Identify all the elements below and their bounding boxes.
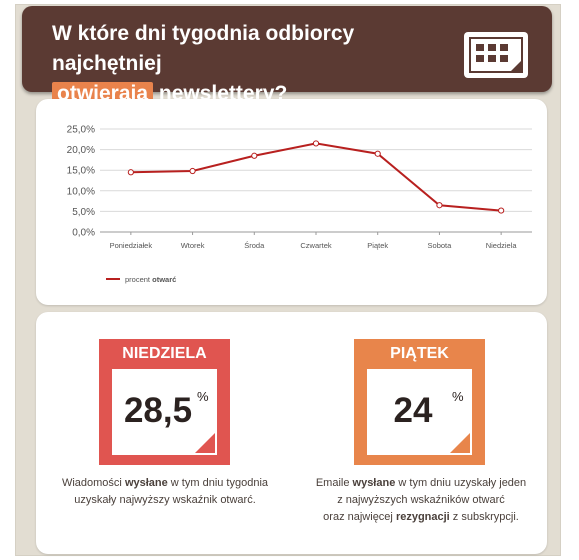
caption-line: uzyskały najwyższy wskaźnik otwarć. <box>74 494 256 506</box>
data-point <box>312 140 320 147</box>
stat-card-title: NIEDZIELA <box>122 345 207 362</box>
folded-corner-icon <box>450 433 470 453</box>
folded-corner-icon <box>195 433 215 453</box>
stat-caption-sunday: Wiadomości wysłane w tym dniu tygodnia u… <box>56 475 274 509</box>
stat-card-title: PIĄTEK <box>390 345 449 362</box>
y-tick-label: 5,0% <box>72 207 95 218</box>
calendar-icon <box>464 32 528 78</box>
stat-card-body: 24 % <box>367 369 472 455</box>
stat-caption-friday: Emaile wysłane w tym dniu uzyskały jeden… <box>312 475 530 526</box>
y-tick-label: 20,0% <box>67 145 95 156</box>
y-tick-label: 0,0% <box>72 228 95 239</box>
legend-label: procent otwarć <box>125 275 176 284</box>
data-point <box>251 152 258 159</box>
page-title: W które dni tygodnia odbiorcy najchętnie… <box>52 19 432 109</box>
header-banner: W które dni tygodnia odbiorcy najchętnie… <box>22 6 552 107</box>
stat-card-value: 28,5 <box>123 391 193 430</box>
stat-card-friday: PIĄTEK 24 % <box>354 339 485 465</box>
y-tick-label: 10,0% <box>67 186 95 197</box>
x-tick-label: Poniedziałek <box>110 241 153 250</box>
data-point <box>189 167 196 175</box>
stat-card-sunday: NIEDZIELA 28,5 % <box>99 339 230 465</box>
x-tick-label: Wtorek <box>181 241 205 250</box>
caption-line: Wiadomości wysłane w tym dniu tygodnia <box>61 477 269 489</box>
x-tick-label: Środa <box>244 241 265 250</box>
stat-card-unit: % <box>197 389 209 404</box>
series-line <box>130 142 502 212</box>
stat-card-body: 28,5 % <box>112 369 217 455</box>
caption-line: Emaile wysłane w tym dniu uzyskały jeden <box>315 477 527 489</box>
chart-panel: 0,0% 5,0% 10,0% 15,0% 20,0% 25,0% Poniedziałek… <box>36 99 547 305</box>
caption-line: z najwyższych wskaźników otwarć <box>337 494 505 506</box>
y-tick-label: 25,0% <box>67 125 95 136</box>
line-chart: 0,0% 5,0% 10,0% 15,0% 20,0% 25,0% Poniedziałek… <box>67 125 532 284</box>
data-point <box>374 150 381 157</box>
y-tick-label: 15,0% <box>67 166 95 177</box>
stats-panel: NIEDZIELA 28,5 % PIĄTEK 24 % Wiadomości … <box>36 312 547 554</box>
caption-line: oraz najwięcej rezygnacji z subskrypcji. <box>323 511 519 523</box>
x-tick-label: Piątek <box>367 241 388 250</box>
x-tick-label: Czwartek <box>300 241 332 250</box>
data-point <box>498 207 505 214</box>
x-tick-label: Sobota <box>428 241 453 250</box>
data-point <box>436 202 443 209</box>
stat-card-value: 24 <box>393 391 433 430</box>
title-line1: W które dni tygodnia odbiorcy najchętnie… <box>52 22 355 75</box>
data-point <box>127 169 134 176</box>
x-tick-label: Niedziela <box>486 241 518 250</box>
stat-card-unit: % <box>452 389 464 404</box>
